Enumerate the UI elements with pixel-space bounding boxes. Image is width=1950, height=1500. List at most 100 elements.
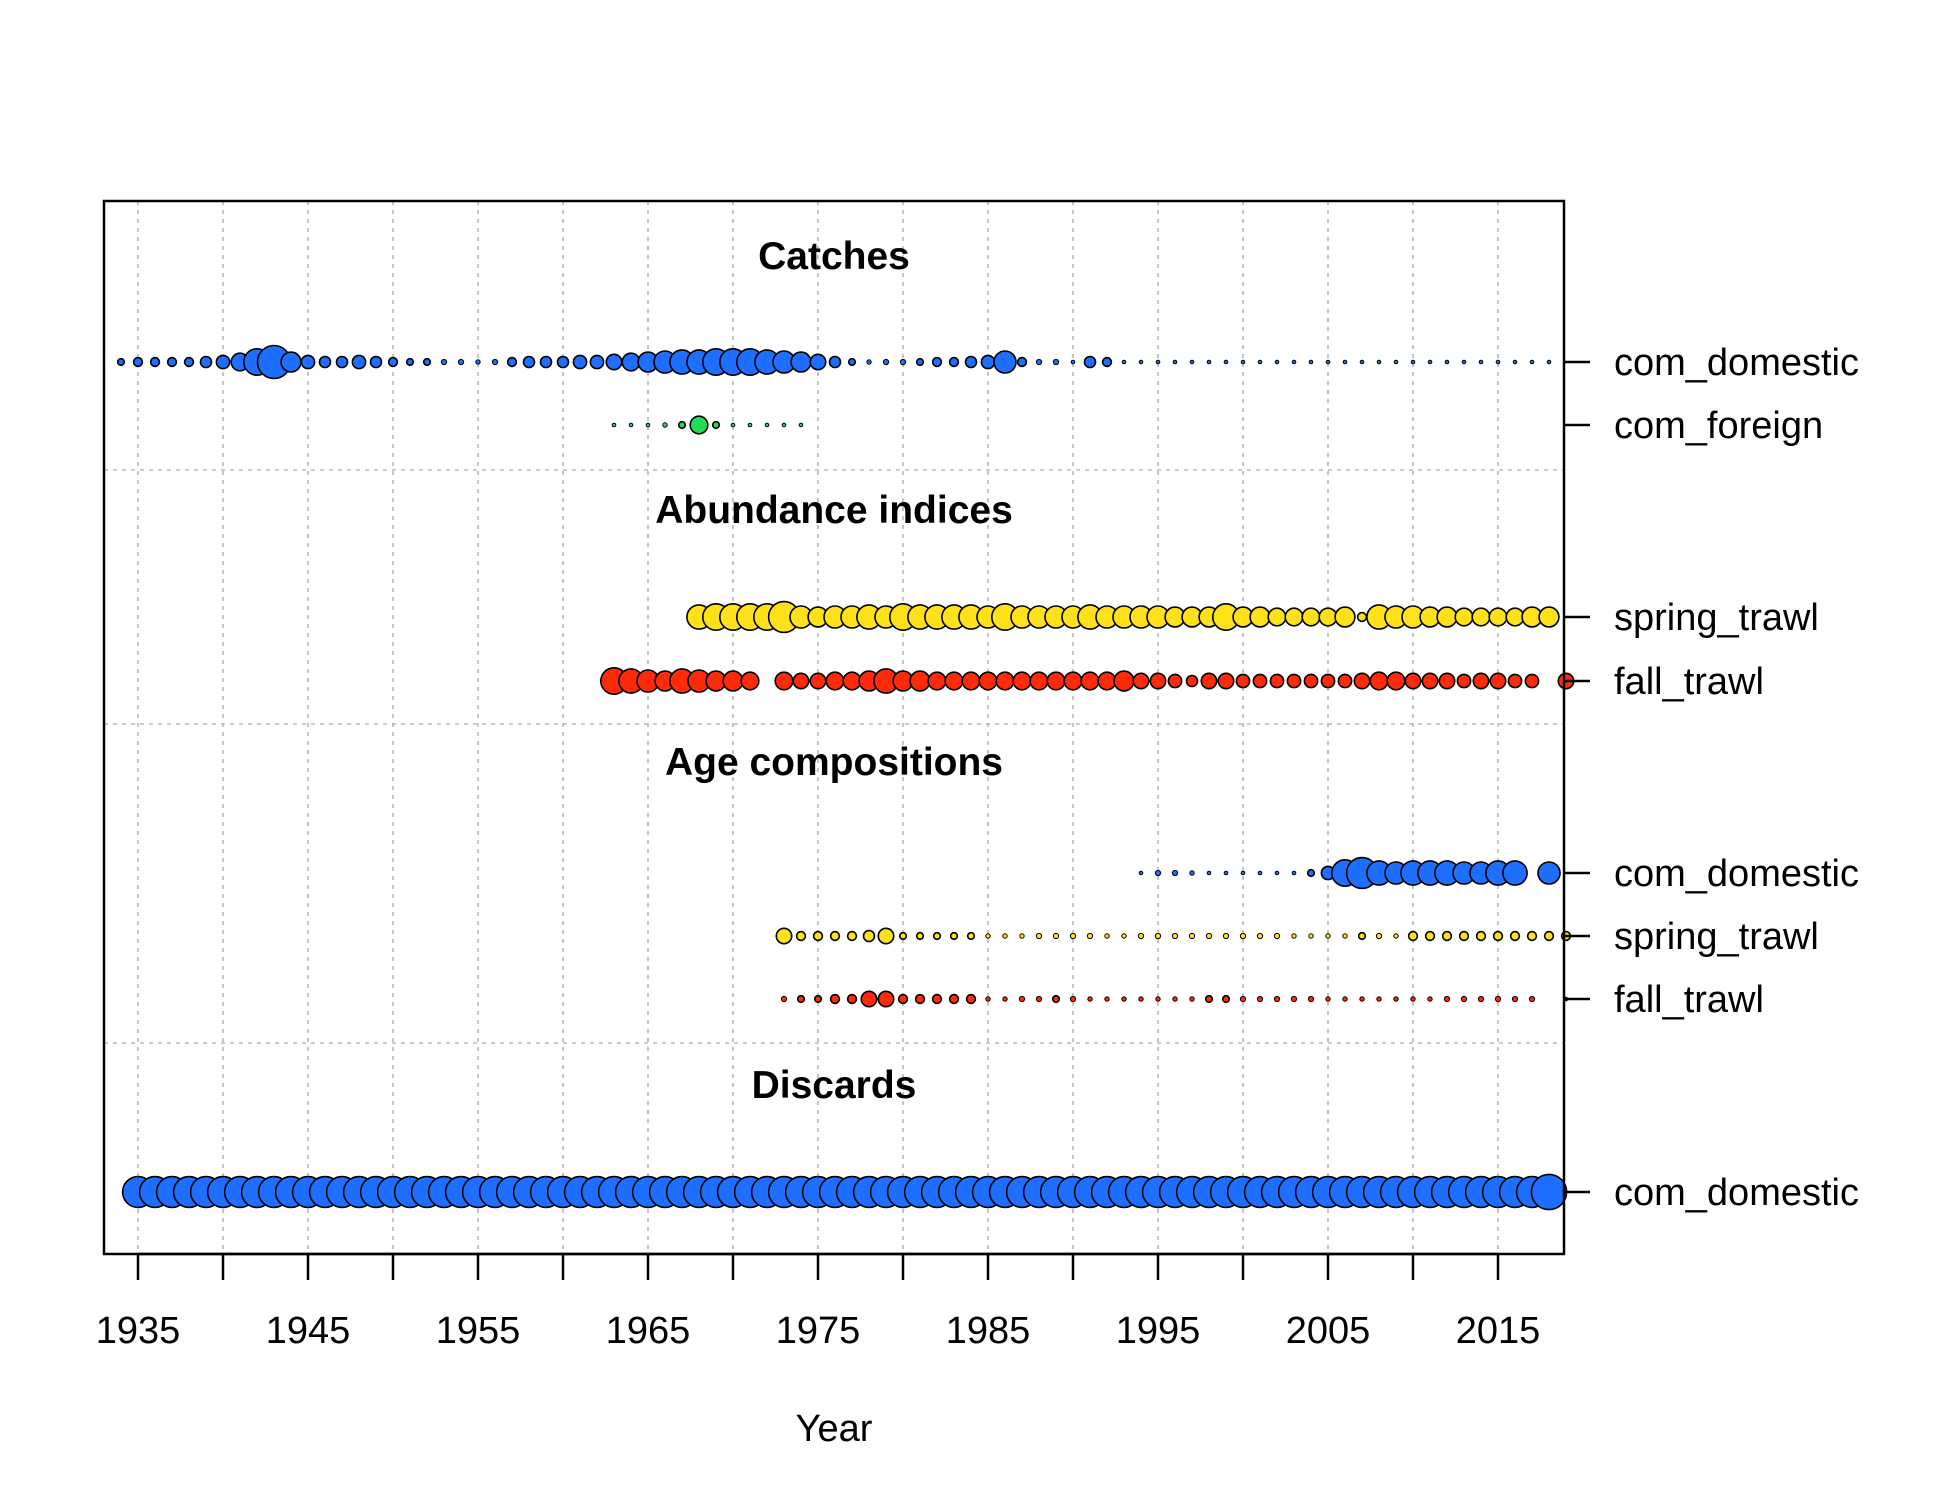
bubble-point xyxy=(1301,607,1321,627)
bubble-point xyxy=(1509,930,1521,942)
x-tick-label: 1975 xyxy=(776,1310,861,1352)
bubble-point xyxy=(1320,673,1336,689)
grid-layer xyxy=(104,201,1564,1254)
bubble-point xyxy=(948,356,960,368)
x-tick-label: 1945 xyxy=(266,1310,351,1352)
bubble-point xyxy=(369,355,383,369)
bubble-point xyxy=(730,422,736,428)
x-tick-label: 2015 xyxy=(1456,1310,1541,1352)
bubble-point xyxy=(1035,932,1043,940)
bubble-point xyxy=(1189,359,1195,365)
bubble-point xyxy=(1256,995,1264,1003)
bubble-point xyxy=(1495,359,1501,365)
bubble-point xyxy=(1269,673,1285,689)
bubble-point xyxy=(1342,996,1348,1002)
bubble-point xyxy=(1342,359,1348,365)
bubble-point xyxy=(1149,672,1167,690)
bubble-point xyxy=(1325,359,1331,365)
bubble-point xyxy=(1274,359,1280,365)
bubble-point xyxy=(980,354,996,370)
bubble-point xyxy=(985,933,991,939)
bubble-point xyxy=(1436,606,1458,628)
bubble-point xyxy=(1155,996,1161,1002)
bubble-point xyxy=(589,354,605,370)
bubble-point xyxy=(711,420,721,430)
bubble-point xyxy=(1507,673,1523,689)
bubble-point xyxy=(1249,606,1271,628)
bubble-point xyxy=(1138,870,1144,876)
bubble-point xyxy=(457,358,465,366)
bubble-point xyxy=(1342,933,1348,939)
bubble-point xyxy=(931,993,943,1005)
bubble-point xyxy=(1512,359,1518,365)
x-tick-label: 2005 xyxy=(1286,1310,1371,1352)
bubble-point xyxy=(1308,359,1314,365)
x-tick-label: 1995 xyxy=(1116,1310,1201,1352)
bubble-point xyxy=(1404,672,1422,690)
bubble-point xyxy=(944,671,964,691)
bubble-point xyxy=(966,931,976,941)
bubble-point xyxy=(740,671,760,691)
bubble-point xyxy=(813,994,823,1004)
bubble-point xyxy=(1369,671,1389,691)
bubble-point xyxy=(1002,933,1008,939)
bubble-point xyxy=(1069,995,1077,1003)
bubble-point xyxy=(1530,1173,1568,1211)
bubble-point xyxy=(1121,996,1127,1002)
bubble-point xyxy=(1256,932,1264,940)
bubble-point xyxy=(1325,933,1331,939)
fleet-label: com_domestic xyxy=(1614,1172,1859,1214)
bubble-point xyxy=(1002,996,1008,1002)
bubble-point xyxy=(1524,673,1540,689)
x-axis: 1935 1945 1955 1965 1975 1985 1995 2005 2015 xyxy=(96,1252,1541,1352)
bubble-point xyxy=(948,993,960,1005)
bubble-point xyxy=(475,359,481,365)
bubble-point xyxy=(1375,932,1383,940)
fleet-label: fall_trawl xyxy=(1614,661,1764,703)
bubble-point xyxy=(1222,932,1230,940)
bubble-point xyxy=(506,356,518,368)
bubble-point xyxy=(1334,606,1356,628)
section-title: Abundance indices xyxy=(655,489,1013,532)
bubble-point xyxy=(1240,870,1246,876)
bubble-point xyxy=(1252,673,1268,689)
bubble-point xyxy=(1101,356,1113,368)
bubble-point xyxy=(1172,359,1178,365)
bubble-point xyxy=(795,930,807,942)
bubble-point xyxy=(993,350,1017,374)
bubble-point xyxy=(747,422,753,428)
bubble-point xyxy=(1121,933,1127,939)
bubble-point xyxy=(1511,995,1519,1003)
bubble-point xyxy=(780,995,788,1003)
bubble-point xyxy=(914,993,926,1005)
x-tick-label: 1985 xyxy=(946,1310,1031,1352)
bubble-point xyxy=(1543,930,1555,942)
bubble-point xyxy=(898,931,908,941)
bubble-point xyxy=(1471,607,1491,627)
bubble-point xyxy=(1257,359,1263,365)
bubble-point xyxy=(1113,670,1135,692)
bubble-point xyxy=(798,422,804,428)
bubble-point xyxy=(183,356,195,368)
bubble-point xyxy=(790,351,812,373)
bubble-point xyxy=(1318,607,1338,627)
bubble-point xyxy=(915,357,925,367)
section-title: Catches xyxy=(758,235,910,278)
bubble-point xyxy=(1185,674,1199,688)
bubble-point xyxy=(995,671,1015,691)
bubble-point xyxy=(1104,996,1110,1002)
bubble-point xyxy=(351,354,367,370)
bubble-point xyxy=(1460,995,1468,1003)
bubble-point xyxy=(1376,996,1382,1002)
bubble-point xyxy=(1052,358,1060,366)
bubble-point xyxy=(1016,356,1028,368)
bubble-point xyxy=(1475,930,1487,942)
x-axis-title: Year xyxy=(796,1408,873,1450)
bubble-point xyxy=(1537,861,1561,885)
bubble-point xyxy=(828,355,842,369)
bubble-point xyxy=(1188,932,1196,940)
bubble-point xyxy=(1356,611,1368,623)
bubble-point xyxy=(846,993,858,1005)
bubble-point xyxy=(1393,933,1399,939)
bubble-point xyxy=(1205,932,1213,940)
